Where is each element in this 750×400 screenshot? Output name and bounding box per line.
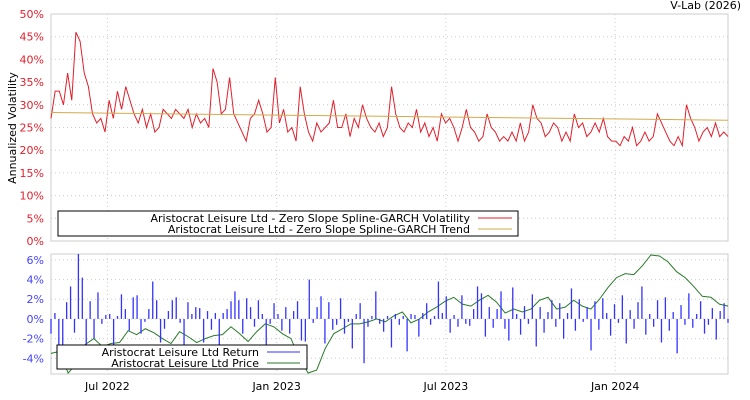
y-tick-label: 10% [20,190,44,203]
top-plot-frame [50,13,729,242]
y-tick-label: 40% [20,53,44,66]
y-tick-label: -4% [23,352,44,365]
y-tick-label: 5% [27,212,44,225]
bottom-legend [56,344,308,370]
legend-label: Aristocrat Leisure Ltd Return [102,346,259,359]
y-tick-label: -2% [23,333,44,346]
y-tick-label: 45% [20,31,44,44]
watermark: V-Lab (2026) [670,0,741,12]
y-tick-label: 6% [27,254,44,267]
legend-label: Aristocrat Leisure Ltd - Zero Slope Spli… [151,212,471,225]
bottom-plot-frame [50,253,729,375]
y-tick-label: 25% [20,122,44,135]
y-tick-label: 0% [27,235,44,248]
trend-line [50,112,729,121]
y-axis-label: Annualized Volatility [6,72,19,184]
x-tick-label: Jul 2022 [84,380,130,393]
price-line [50,254,729,374]
y-tick-label: 50% [20,8,44,21]
legend-label: Aristocrat Leisure Ltd - Zero Slope Spli… [168,223,470,236]
y-tick-label: 35% [20,76,44,89]
y-tick-label: 0% [27,313,44,326]
legend-label: Aristocrat Leisure Ltd Price [111,357,259,370]
y-tick-label: 15% [20,167,44,180]
top-legend [57,210,519,237]
x-tick-label: Jul 2023 [423,380,469,393]
x-tick-label: Jan 2023 [251,380,300,393]
x-tick-label: Jan 2024 [590,380,639,393]
y-tick-label: 30% [20,99,44,112]
y-tick-label: 2% [27,293,44,306]
volatility-line [50,31,729,148]
y-tick-label: 20% [20,144,44,157]
y-tick-label: 4% [27,274,44,287]
